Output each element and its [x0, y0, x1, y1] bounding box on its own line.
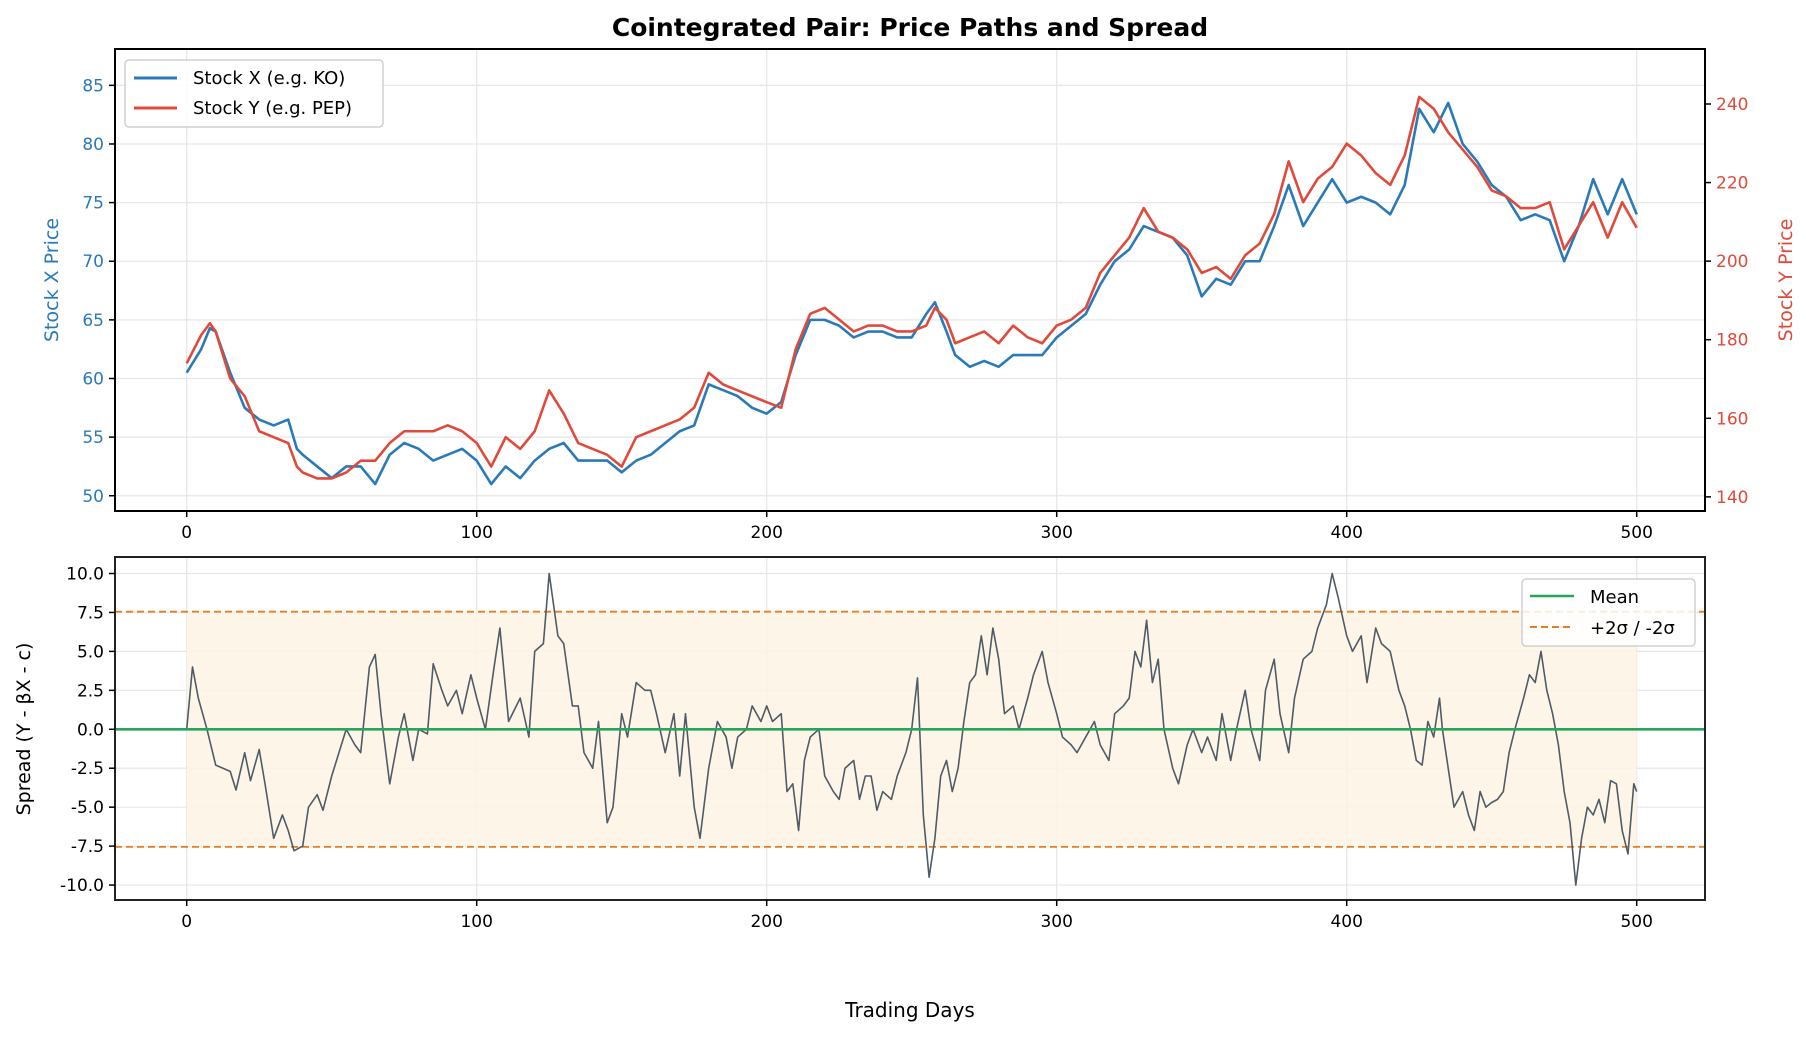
price-legend: Stock X (e.g. KO) Stock Y (e.g. PEP) [124, 59, 384, 128]
left-y-tick-label: 80 [82, 135, 104, 155]
x-axis-label: Trading Days [844, 998, 975, 1022]
right-y-tick-label: 140 [1716, 488, 1748, 508]
spread-y-tick-label: 7.5 [77, 603, 104, 623]
x-tick-label: 0 [181, 523, 192, 543]
stock-y-line [185, 95, 1638, 480]
x-tick-label: 500 [1620, 523, 1652, 543]
x-tick-label: 0 [181, 912, 192, 932]
legend-label-stock-y: Stock Y (e.g. PEP) [193, 98, 352, 119]
legend-label-stock-x: Stock X (e.g. KO) [193, 68, 345, 89]
left-y-tick-label: 70 [82, 252, 104, 272]
legend-label-band: +2σ / -2σ [1590, 618, 1675, 639]
right-y-tick-label: 220 [1716, 174, 1748, 194]
x-tick-label: 500 [1620, 912, 1652, 932]
spread-legend: Mean +2σ / -2σ [1521, 578, 1696, 647]
x-tick-label: 400 [1330, 523, 1362, 543]
x-tick-label: 200 [750, 912, 782, 932]
x-tick-label: 100 [460, 523, 492, 543]
right-y-axis-label: Stock Y Price [1775, 219, 1797, 342]
left-y-tick-label: 55 [82, 428, 104, 448]
right-y-tick-label: 180 [1716, 331, 1748, 351]
left-y-tick-label: 65 [82, 311, 104, 331]
spread-y-tick-label: 2.5 [77, 681, 104, 701]
spread-line [185, 572, 1638, 886]
left-y-axis-label: Stock X Price [41, 218, 63, 342]
legend-label-mean: Mean [1590, 587, 1639, 608]
left-y-tick-label: 75 [82, 194, 104, 214]
spread-axes: 0 100 200 300 400 500 -10.0 -7.5 -5.0 -2.5 0.0 2.5 5… [13, 556, 1706, 1022]
right-y-tick-label: 200 [1716, 252, 1748, 272]
x-tick-label: 400 [1330, 912, 1362, 932]
price-axes-frame [114, 48, 1706, 512]
x-tick-label: 300 [1040, 912, 1072, 932]
left-y-tick-label: 60 [82, 369, 104, 389]
spread-y-tick-label: -7.5 [71, 837, 104, 857]
spread-y-tick-label: 10.0 [66, 565, 104, 585]
spread-axes-frame [114, 556, 1706, 901]
x-tick-label: 100 [460, 912, 492, 932]
x-tick-label: 300 [1040, 523, 1072, 543]
x-tick-label: 200 [750, 523, 782, 543]
left-y-tick-label: 85 [82, 76, 104, 96]
chart-title: Cointegrated Pair: Price Paths and Sprea… [612, 13, 1208, 42]
spread-y-tick-label: 0.0 [77, 720, 104, 740]
stock-x-line [185, 101, 1638, 486]
spread-y-tick-label: 5.0 [77, 642, 104, 662]
right-y-tick-label: 160 [1716, 409, 1748, 429]
left-y-tick-label: 50 [82, 487, 104, 507]
spread-y-tick-label: -10.0 [60, 876, 104, 896]
spread-y-tick-label: -5.0 [71, 798, 104, 818]
price-axes: 0 100 200 300 400 500 50 55 60 65 70 75 80 85 140 160 18… [41, 48, 1797, 543]
spread-y-tick-label: -2.5 [71, 759, 104, 779]
right-y-tick-label: 240 [1716, 95, 1748, 115]
spread-y-axis-label: Spread (Y - βX - c) [13, 643, 35, 816]
